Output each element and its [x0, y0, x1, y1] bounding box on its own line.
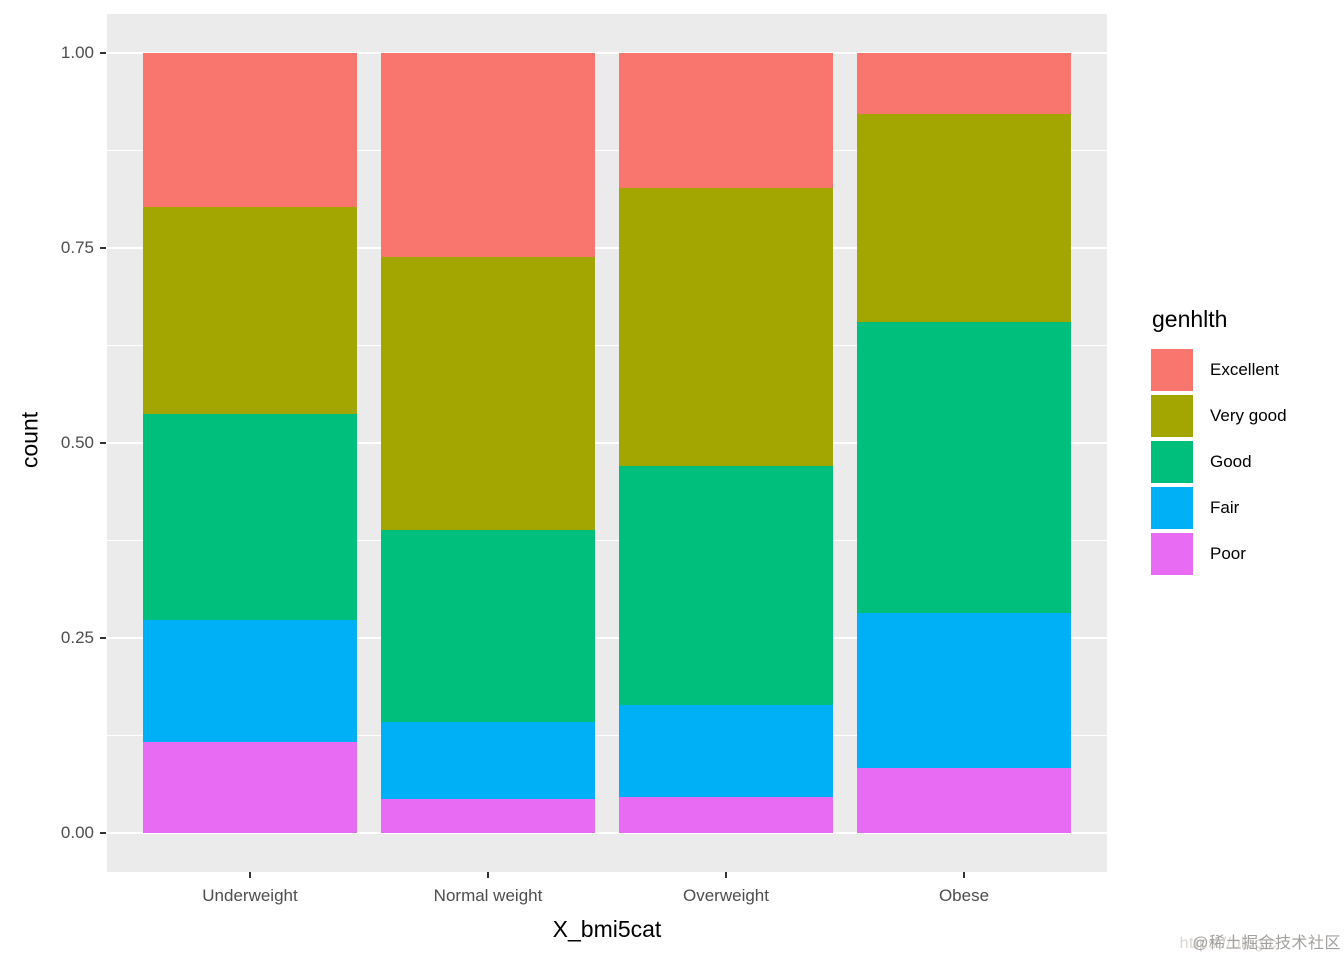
- y-axis-tick-label: 0.75: [60, 238, 94, 257]
- legend-items: Excellent Very good Good Fair Poor: [1151, 349, 1287, 575]
- bar-segment-excellent: [857, 53, 1071, 114]
- legend-title: genhlth: [1152, 306, 1228, 332]
- y-axis-tick: [100, 637, 106, 639]
- bar-segment-poor: [143, 741, 357, 833]
- y-axis-tick-label: 1.00: [60, 43, 94, 62]
- gridline-minor: [107, 735, 1107, 736]
- bar-segment-poor: [381, 798, 595, 833]
- legend-key-swatch-icon: [1151, 487, 1193, 529]
- bar-segment-very-good: [381, 256, 595, 530]
- legend-item: Good: [1151, 441, 1287, 483]
- gridline-major: [107, 637, 1107, 639]
- y-axis-tick: [100, 442, 106, 444]
- legend-key-swatch-icon: [1151, 441, 1193, 483]
- bar-segment-good: [619, 465, 833, 706]
- y-axis-tick-label: 0.50: [60, 433, 94, 452]
- bar-segment-good: [381, 529, 595, 723]
- x-axis-tick-label: Normal weight: [433, 886, 543, 905]
- bar-segment-poor: [857, 768, 1071, 833]
- bar-segment-fair: [143, 620, 357, 742]
- legend-label: Poor: [1210, 544, 1246, 563]
- x-axis-title: X_bmi5cat: [552, 916, 662, 942]
- x-axis-tick: [487, 872, 489, 878]
- x-axis-tick: [725, 872, 727, 878]
- legend-item: Fair: [1151, 487, 1287, 529]
- x-axis-tick-label: Obese: [938, 886, 990, 905]
- bar-segment-good: [143, 414, 357, 621]
- bar-segment-excellent: [619, 53, 833, 188]
- legend-label: Fair: [1210, 498, 1240, 517]
- legend-item: Very good: [1151, 395, 1287, 437]
- bar-segment-fair: [381, 722, 595, 799]
- gridline-minor: [107, 345, 1107, 346]
- y-axis-tick-label: 0.00: [60, 823, 94, 842]
- watermark: https://blog.c @稀土掘金技术社区: [1180, 929, 1341, 953]
- legend-key-swatch-icon: [1151, 395, 1193, 437]
- legend-label: Good: [1210, 452, 1252, 471]
- bar-segment-fair: [619, 705, 833, 798]
- bar-segment-poor: [619, 797, 833, 833]
- legend-key-swatch-icon: [1151, 533, 1193, 575]
- legend-label: Excellent: [1210, 360, 1279, 379]
- watermark-url: https://blog.c: [1179, 935, 1278, 952]
- bar-segment-very-good: [857, 113, 1071, 323]
- legend-key-swatch-icon: [1151, 349, 1193, 391]
- x-axis-tick-label: Underweight: [202, 886, 298, 905]
- x-axis-tick: [249, 872, 251, 878]
- y-axis-tick: [100, 52, 106, 54]
- plot-panel: [107, 14, 1107, 872]
- watermark-handle: @稀土掘金技术社区: [1192, 935, 1341, 952]
- legend-label: Very good: [1210, 406, 1287, 425]
- bar-segment-fair: [857, 613, 1071, 769]
- x-axis-tick-label: Overweight: [683, 886, 769, 905]
- gridline-major: [107, 442, 1107, 444]
- legend: genhlth Excellent Very good Good Fair Poor: [1151, 306, 1287, 579]
- bar-segment-very-good: [619, 187, 833, 466]
- gridline-major: [107, 52, 1107, 54]
- y-axis-tick: [100, 832, 106, 834]
- y-axis-tick-label: 0.25: [60, 628, 94, 647]
- bar-segment-excellent: [381, 53, 595, 257]
- gridline-major: [107, 832, 1107, 834]
- legend-item: Poor: [1151, 533, 1287, 575]
- gridline-minor: [107, 150, 1107, 151]
- x-axis-tick: [963, 872, 965, 878]
- bar-segment-very-good: [143, 207, 357, 415]
- bar-segment-excellent: [143, 53, 357, 208]
- gridline-minor: [107, 540, 1107, 541]
- gridline-major: [107, 247, 1107, 249]
- y-axis-tick: [100, 247, 106, 249]
- legend-item: Excellent: [1151, 349, 1287, 391]
- bar-segment-good: [857, 322, 1071, 614]
